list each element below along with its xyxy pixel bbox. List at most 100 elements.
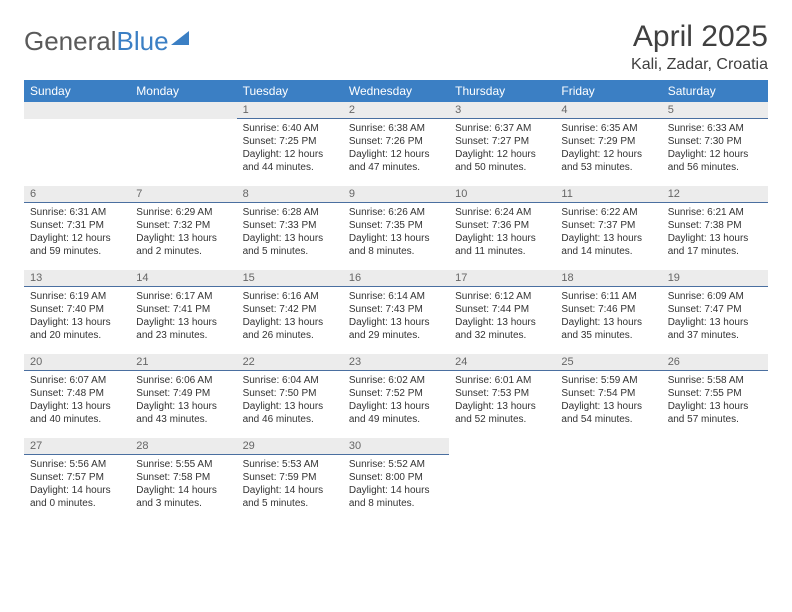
daylight-text: Daylight: 13 hours and 11 minutes. — [455, 232, 549, 258]
col-tuesday: Tuesday — [237, 80, 343, 102]
calendar-cell: 30Sunrise: 5:52 AMSunset: 8:00 PMDayligh… — [343, 438, 449, 522]
day-details: Sunrise: 6:31 AMSunset: 7:31 PMDaylight:… — [24, 203, 130, 262]
calendar-cell: 6Sunrise: 6:31 AMSunset: 7:31 PMDaylight… — [24, 186, 130, 270]
day-number: 4 — [555, 102, 661, 119]
day-details: Sunrise: 6:28 AMSunset: 7:33 PMDaylight:… — [237, 203, 343, 262]
sunset-text: Sunset: 7:54 PM — [561, 387, 655, 400]
sunset-text: Sunset: 7:40 PM — [30, 303, 124, 316]
daylight-text: Daylight: 13 hours and 46 minutes. — [243, 400, 337, 426]
sunrise-text: Sunrise: 6:07 AM — [30, 374, 124, 387]
day-number: 24 — [449, 354, 555, 371]
sunset-text: Sunset: 7:27 PM — [455, 135, 549, 148]
sunrise-text: Sunrise: 6:29 AM — [136, 206, 230, 219]
logo-text-blue: Blue — [117, 26, 169, 57]
day-details: Sunrise: 5:55 AMSunset: 7:58 PMDaylight:… — [130, 455, 236, 514]
calendar-cell: 2Sunrise: 6:38 AMSunset: 7:26 PMDaylight… — [343, 102, 449, 186]
sunrise-text: Sunrise: 6:40 AM — [243, 122, 337, 135]
day-number: 8 — [237, 186, 343, 203]
day-number: 5 — [662, 102, 768, 119]
calendar-cell: 7Sunrise: 6:29 AMSunset: 7:32 PMDaylight… — [130, 186, 236, 270]
daylight-text: Daylight: 13 hours and 14 minutes. — [561, 232, 655, 258]
day-details: Sunrise: 6:24 AMSunset: 7:36 PMDaylight:… — [449, 203, 555, 262]
day-details: Sunrise: 6:21 AMSunset: 7:38 PMDaylight:… — [662, 203, 768, 262]
sunrise-text: Sunrise: 6:14 AM — [349, 290, 443, 303]
sunset-text: Sunset: 7:37 PM — [561, 219, 655, 232]
daylight-text: Daylight: 13 hours and 8 minutes. — [349, 232, 443, 258]
daylight-text: Daylight: 13 hours and 57 minutes. — [668, 400, 762, 426]
day-number: 26 — [662, 354, 768, 371]
day-details: Sunrise: 6:04 AMSunset: 7:50 PMDaylight:… — [237, 371, 343, 430]
day-details: Sunrise: 5:56 AMSunset: 7:57 PMDaylight:… — [24, 455, 130, 514]
daylight-text: Daylight: 13 hours and 35 minutes. — [561, 316, 655, 342]
day-details: Sunrise: 6:19 AMSunset: 7:40 PMDaylight:… — [24, 287, 130, 346]
sunset-text: Sunset: 7:55 PM — [668, 387, 762, 400]
day-details: Sunrise: 6:11 AMSunset: 7:46 PMDaylight:… — [555, 287, 661, 346]
calendar-cell: 23Sunrise: 6:02 AMSunset: 7:52 PMDayligh… — [343, 354, 449, 438]
sunrise-text: Sunrise: 6:31 AM — [30, 206, 124, 219]
calendar-cell — [555, 438, 661, 522]
sunrise-text: Sunrise: 6:16 AM — [243, 290, 337, 303]
day-number: 25 — [555, 354, 661, 371]
calendar-cell — [662, 438, 768, 522]
day-number: 6 — [24, 186, 130, 203]
col-monday: Monday — [130, 80, 236, 102]
col-saturday: Saturday — [662, 80, 768, 102]
day-number: 7 — [130, 186, 236, 203]
day-number: 18 — [555, 270, 661, 287]
daylight-text: Daylight: 13 hours and 49 minutes. — [349, 400, 443, 426]
col-wednesday: Wednesday — [343, 80, 449, 102]
sunrise-text: Sunrise: 6:19 AM — [30, 290, 124, 303]
day-number: 2 — [343, 102, 449, 119]
day-details: Sunrise: 6:12 AMSunset: 7:44 PMDaylight:… — [449, 287, 555, 346]
calendar-cell: 19Sunrise: 6:09 AMSunset: 7:47 PMDayligh… — [662, 270, 768, 354]
day-number: 20 — [24, 354, 130, 371]
day-details: Sunrise: 6:26 AMSunset: 7:35 PMDaylight:… — [343, 203, 449, 262]
calendar-row: 27Sunrise: 5:56 AMSunset: 7:57 PMDayligh… — [24, 438, 768, 522]
day-details: Sunrise: 5:52 AMSunset: 8:00 PMDaylight:… — [343, 455, 449, 514]
empty-day — [130, 102, 236, 119]
day-number: 27 — [24, 438, 130, 455]
sunrise-text: Sunrise: 6:11 AM — [561, 290, 655, 303]
day-details: Sunrise: 6:02 AMSunset: 7:52 PMDaylight:… — [343, 371, 449, 430]
calendar-cell: 15Sunrise: 6:16 AMSunset: 7:42 PMDayligh… — [237, 270, 343, 354]
calendar-row: 13Sunrise: 6:19 AMSunset: 7:40 PMDayligh… — [24, 270, 768, 354]
day-details: Sunrise: 5:58 AMSunset: 7:55 PMDaylight:… — [662, 371, 768, 430]
calendar-cell: 16Sunrise: 6:14 AMSunset: 7:43 PMDayligh… — [343, 270, 449, 354]
sunrise-text: Sunrise: 6:09 AM — [668, 290, 762, 303]
day-details: Sunrise: 6:29 AMSunset: 7:32 PMDaylight:… — [130, 203, 236, 262]
sunrise-text: Sunrise: 5:56 AM — [30, 458, 124, 471]
day-details: Sunrise: 6:33 AMSunset: 7:30 PMDaylight:… — [662, 119, 768, 178]
sunrise-text: Sunrise: 6:06 AM — [136, 374, 230, 387]
calendar-cell: 9Sunrise: 6:26 AMSunset: 7:35 PMDaylight… — [343, 186, 449, 270]
col-thursday: Thursday — [449, 80, 555, 102]
daylight-text: Daylight: 14 hours and 0 minutes. — [30, 484, 124, 510]
sunset-text: Sunset: 8:00 PM — [349, 471, 443, 484]
daylight-text: Daylight: 12 hours and 44 minutes. — [243, 148, 337, 174]
day-details: Sunrise: 6:14 AMSunset: 7:43 PMDaylight:… — [343, 287, 449, 346]
calendar-cell: 27Sunrise: 5:56 AMSunset: 7:57 PMDayligh… — [24, 438, 130, 522]
sunrise-text: Sunrise: 6:26 AM — [349, 206, 443, 219]
header: GeneralBlue April 2025 Kali, Zadar, Croa… — [24, 20, 768, 74]
day-number: 10 — [449, 186, 555, 203]
sunset-text: Sunset: 7:41 PM — [136, 303, 230, 316]
daylight-text: Daylight: 12 hours and 47 minutes. — [349, 148, 443, 174]
daylight-text: Daylight: 13 hours and 52 minutes. — [455, 400, 549, 426]
calendar-cell: 24Sunrise: 6:01 AMSunset: 7:53 PMDayligh… — [449, 354, 555, 438]
daylight-text: Daylight: 13 hours and 40 minutes. — [30, 400, 124, 426]
sunrise-text: Sunrise: 6:35 AM — [561, 122, 655, 135]
sunset-text: Sunset: 7:29 PM — [561, 135, 655, 148]
daylight-text: Daylight: 13 hours and 17 minutes. — [668, 232, 762, 258]
daylight-text: Daylight: 13 hours and 43 minutes. — [136, 400, 230, 426]
sunset-text: Sunset: 7:53 PM — [455, 387, 549, 400]
sunset-text: Sunset: 7:59 PM — [243, 471, 337, 484]
day-number: 21 — [130, 354, 236, 371]
sunset-text: Sunset: 7:46 PM — [561, 303, 655, 316]
daylight-text: Daylight: 13 hours and 20 minutes. — [30, 316, 124, 342]
daylight-text: Daylight: 12 hours and 53 minutes. — [561, 148, 655, 174]
daylight-text: Daylight: 13 hours and 37 minutes. — [668, 316, 762, 342]
calendar-cell: 20Sunrise: 6:07 AMSunset: 7:48 PMDayligh… — [24, 354, 130, 438]
sunrise-text: Sunrise: 6:38 AM — [349, 122, 443, 135]
day-number: 29 — [237, 438, 343, 455]
daylight-text: Daylight: 13 hours and 54 minutes. — [561, 400, 655, 426]
month-title: April 2025 — [631, 20, 768, 54]
